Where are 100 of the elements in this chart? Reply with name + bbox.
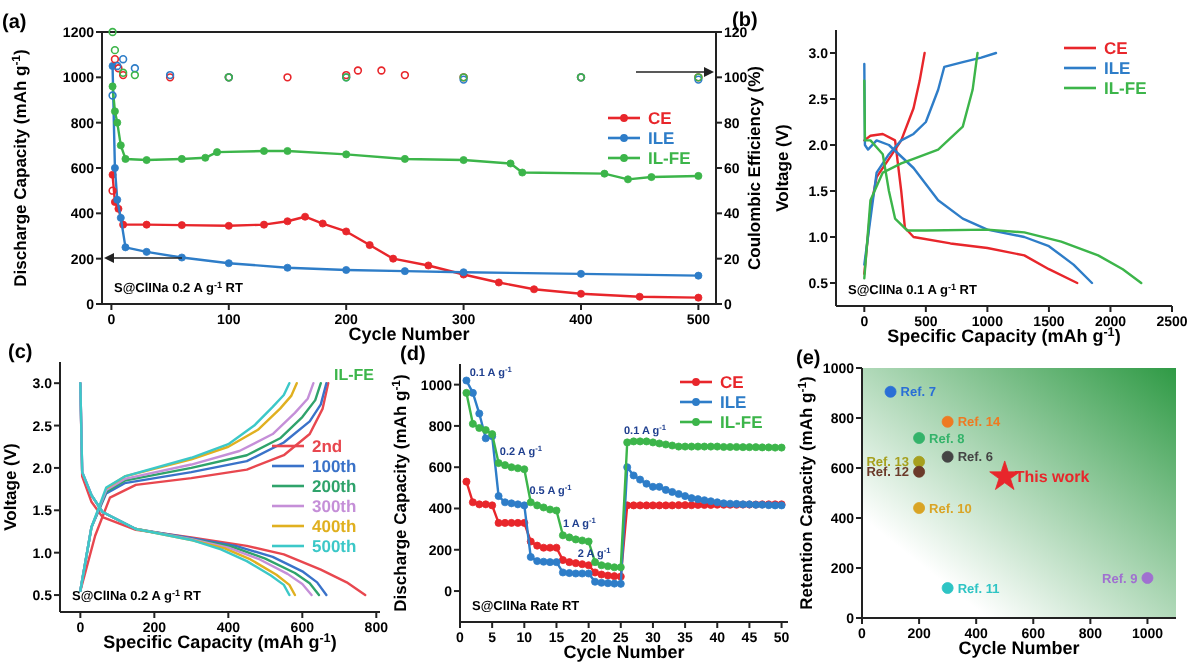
legend-label: IL-FE <box>1104 78 1148 99</box>
point <box>459 156 468 165</box>
point <box>539 503 548 512</box>
point <box>694 171 703 180</box>
point <box>687 442 696 451</box>
point <box>488 501 497 510</box>
point <box>558 568 567 577</box>
point <box>513 500 522 509</box>
point <box>591 558 600 567</box>
point <box>636 437 645 446</box>
point <box>571 569 580 578</box>
point <box>764 443 773 452</box>
legend-label: 500th <box>312 536 357 557</box>
point <box>116 213 125 222</box>
point <box>668 501 677 510</box>
point <box>719 443 728 451</box>
point <box>913 465 926 478</box>
point <box>668 441 677 450</box>
point <box>597 578 606 587</box>
point <box>533 557 542 566</box>
point <box>668 488 677 496</box>
point <box>475 500 484 509</box>
point <box>655 439 664 448</box>
point <box>591 577 600 586</box>
point <box>732 443 741 451</box>
point <box>283 217 292 226</box>
point <box>318 219 327 228</box>
point <box>694 271 703 280</box>
legend-label: 300th <box>312 496 357 517</box>
point <box>130 70 140 80</box>
point <box>546 505 555 514</box>
point <box>681 442 690 451</box>
point <box>513 464 522 473</box>
point <box>494 278 503 287</box>
point <box>700 496 709 505</box>
point <box>552 558 561 567</box>
line-series <box>105 381 298 490</box>
point <box>636 501 645 510</box>
point <box>283 73 292 82</box>
point <box>468 388 477 397</box>
point <box>603 562 612 571</box>
point <box>578 569 587 578</box>
point <box>577 269 585 278</box>
point <box>462 388 471 397</box>
point <box>108 82 117 91</box>
point <box>726 443 735 451</box>
point <box>642 501 651 510</box>
point <box>674 442 683 451</box>
point <box>751 443 760 452</box>
point <box>674 501 683 510</box>
point <box>941 582 954 594</box>
point <box>507 518 516 527</box>
point <box>530 285 538 294</box>
point <box>687 494 696 503</box>
point <box>468 419 477 428</box>
point <box>475 409 484 418</box>
point <box>224 259 233 268</box>
point <box>177 154 186 163</box>
chart-title: (d) <box>400 344 426 366</box>
point <box>584 561 593 570</box>
legend-label: IL-FE <box>720 412 764 433</box>
point <box>546 543 555 552</box>
legend-label: 100th <box>312 456 357 477</box>
point <box>642 479 651 488</box>
point <box>584 537 593 546</box>
point <box>533 541 542 550</box>
point <box>571 535 580 544</box>
point <box>501 498 509 507</box>
point <box>687 501 696 510</box>
point <box>610 579 619 588</box>
x-axis-title: Cycle Number <box>958 638 1081 658</box>
series-label: This work <box>1014 468 1091 487</box>
point <box>941 415 954 428</box>
point <box>130 64 140 73</box>
point <box>661 440 670 449</box>
chart-title: (a) <box>2 12 27 34</box>
point <box>777 443 786 452</box>
point <box>110 164 119 172</box>
point <box>110 107 119 116</box>
point <box>110 45 120 55</box>
point <box>108 27 117 37</box>
point <box>462 477 471 486</box>
point <box>475 424 484 432</box>
point <box>400 70 410 80</box>
point <box>213 148 222 157</box>
point <box>546 558 555 567</box>
point <box>571 559 580 568</box>
chart-subtitle: IL-FE <box>334 366 376 384</box>
point <box>110 55 120 64</box>
point <box>629 471 638 480</box>
point <box>565 533 574 542</box>
point <box>108 186 117 195</box>
point <box>629 501 638 510</box>
point <box>597 561 606 570</box>
point <box>693 442 702 451</box>
point <box>739 443 747 452</box>
point <box>118 55 128 64</box>
point <box>661 485 670 494</box>
chart-title: (b) <box>732 10 758 32</box>
point <box>481 426 490 435</box>
